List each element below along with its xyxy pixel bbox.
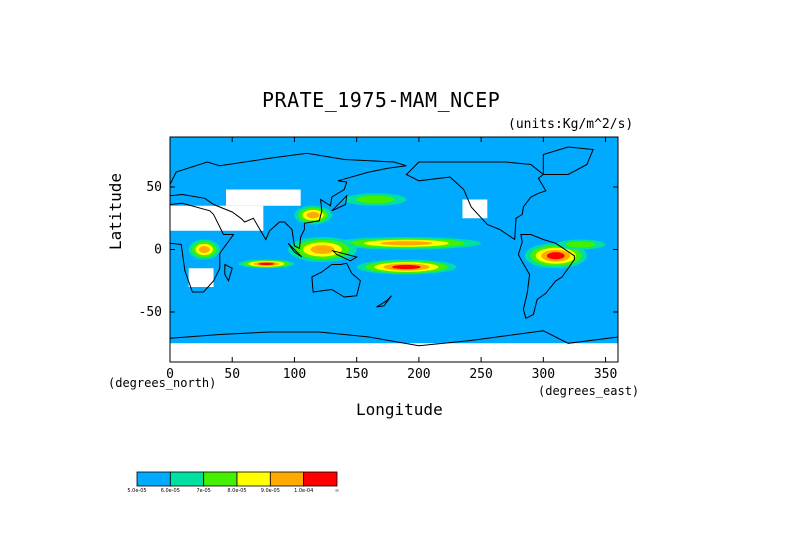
- precip-region-0-level-4: [380, 241, 433, 246]
- coastline-11: [224, 263, 233, 283]
- coastline-8: [331, 249, 358, 262]
- dry-region-3: [188, 268, 214, 287]
- precip-region-7-level-2: [356, 195, 395, 204]
- coastline-6: [170, 330, 618, 362]
- x-tick-label: 0: [166, 367, 174, 382]
- coastline-4: [517, 234, 575, 320]
- units-label: (units:Kg/m^2/s): [508, 117, 634, 132]
- x-units-note: (degrees_north): [108, 376, 217, 390]
- x-tick-label: 250: [469, 367, 492, 382]
- colorbar-label: 8.0e-05: [227, 488, 246, 494]
- dry-region-1: [226, 189, 301, 206]
- colorbar-swatch-1: [169, 471, 205, 487]
- chart-title: PRATE_1975-MAM_NCEP: [262, 88, 501, 112]
- colorbar-swatch-3: [236, 471, 271, 487]
- colorbar-label: ∞: [335, 488, 339, 494]
- x-tick-label: 50: [224, 367, 240, 382]
- colorbar-swatch-0: [136, 471, 171, 487]
- precip-region-2-level-5: [546, 252, 565, 260]
- coastline-7: [287, 242, 303, 258]
- y-tick-label: 0: [154, 243, 162, 258]
- precip-region-6-level-4: [306, 211, 320, 219]
- dry-region-0: [170, 205, 264, 231]
- colorbar-swatch-4: [269, 471, 305, 487]
- coastline-5: [542, 146, 594, 175]
- colorbar-swatch-5: [303, 471, 338, 487]
- coastline-9: [331, 194, 348, 212]
- x-axis-label: Longitude: [356, 400, 443, 419]
- x-tick-label: 150: [345, 367, 368, 382]
- x-tick-label: 350: [594, 367, 617, 382]
- colorbar-label: 7e-05: [196, 488, 210, 494]
- colorbar-label: 5.0e-05: [127, 488, 146, 494]
- colorbar-label: 6.0e-05: [161, 488, 180, 494]
- coastline-10: [376, 295, 392, 308]
- coastline-2: [311, 262, 361, 298]
- colorbar-swatch-2: [203, 471, 238, 487]
- x-tick-label: 200: [407, 367, 430, 382]
- y-tick-label: 50: [146, 180, 162, 195]
- precip-region-3-level-5: [258, 262, 275, 266]
- colorbar-label: 1.0e-04: [294, 488, 313, 494]
- precip-region-8-level-2: [565, 241, 596, 248]
- precip-region-5-level-4: [198, 246, 210, 253]
- x-tick-label: 300: [532, 367, 555, 382]
- dry-region-4: [170, 343, 618, 362]
- colorbar-label: 9.0e-05: [261, 488, 280, 494]
- coastline-1: [170, 152, 407, 250]
- y-units-note: (degrees_east): [538, 384, 640, 398]
- coastline-3: [405, 161, 547, 241]
- coastline-0: [170, 202, 235, 293]
- precip-region-1-level-5: [392, 264, 421, 270]
- precip-region-4-level-4: [310, 245, 335, 254]
- x-tick-label: 100: [283, 367, 306, 382]
- dry-region-2: [462, 199, 488, 219]
- y-tick-label: -50: [139, 305, 162, 320]
